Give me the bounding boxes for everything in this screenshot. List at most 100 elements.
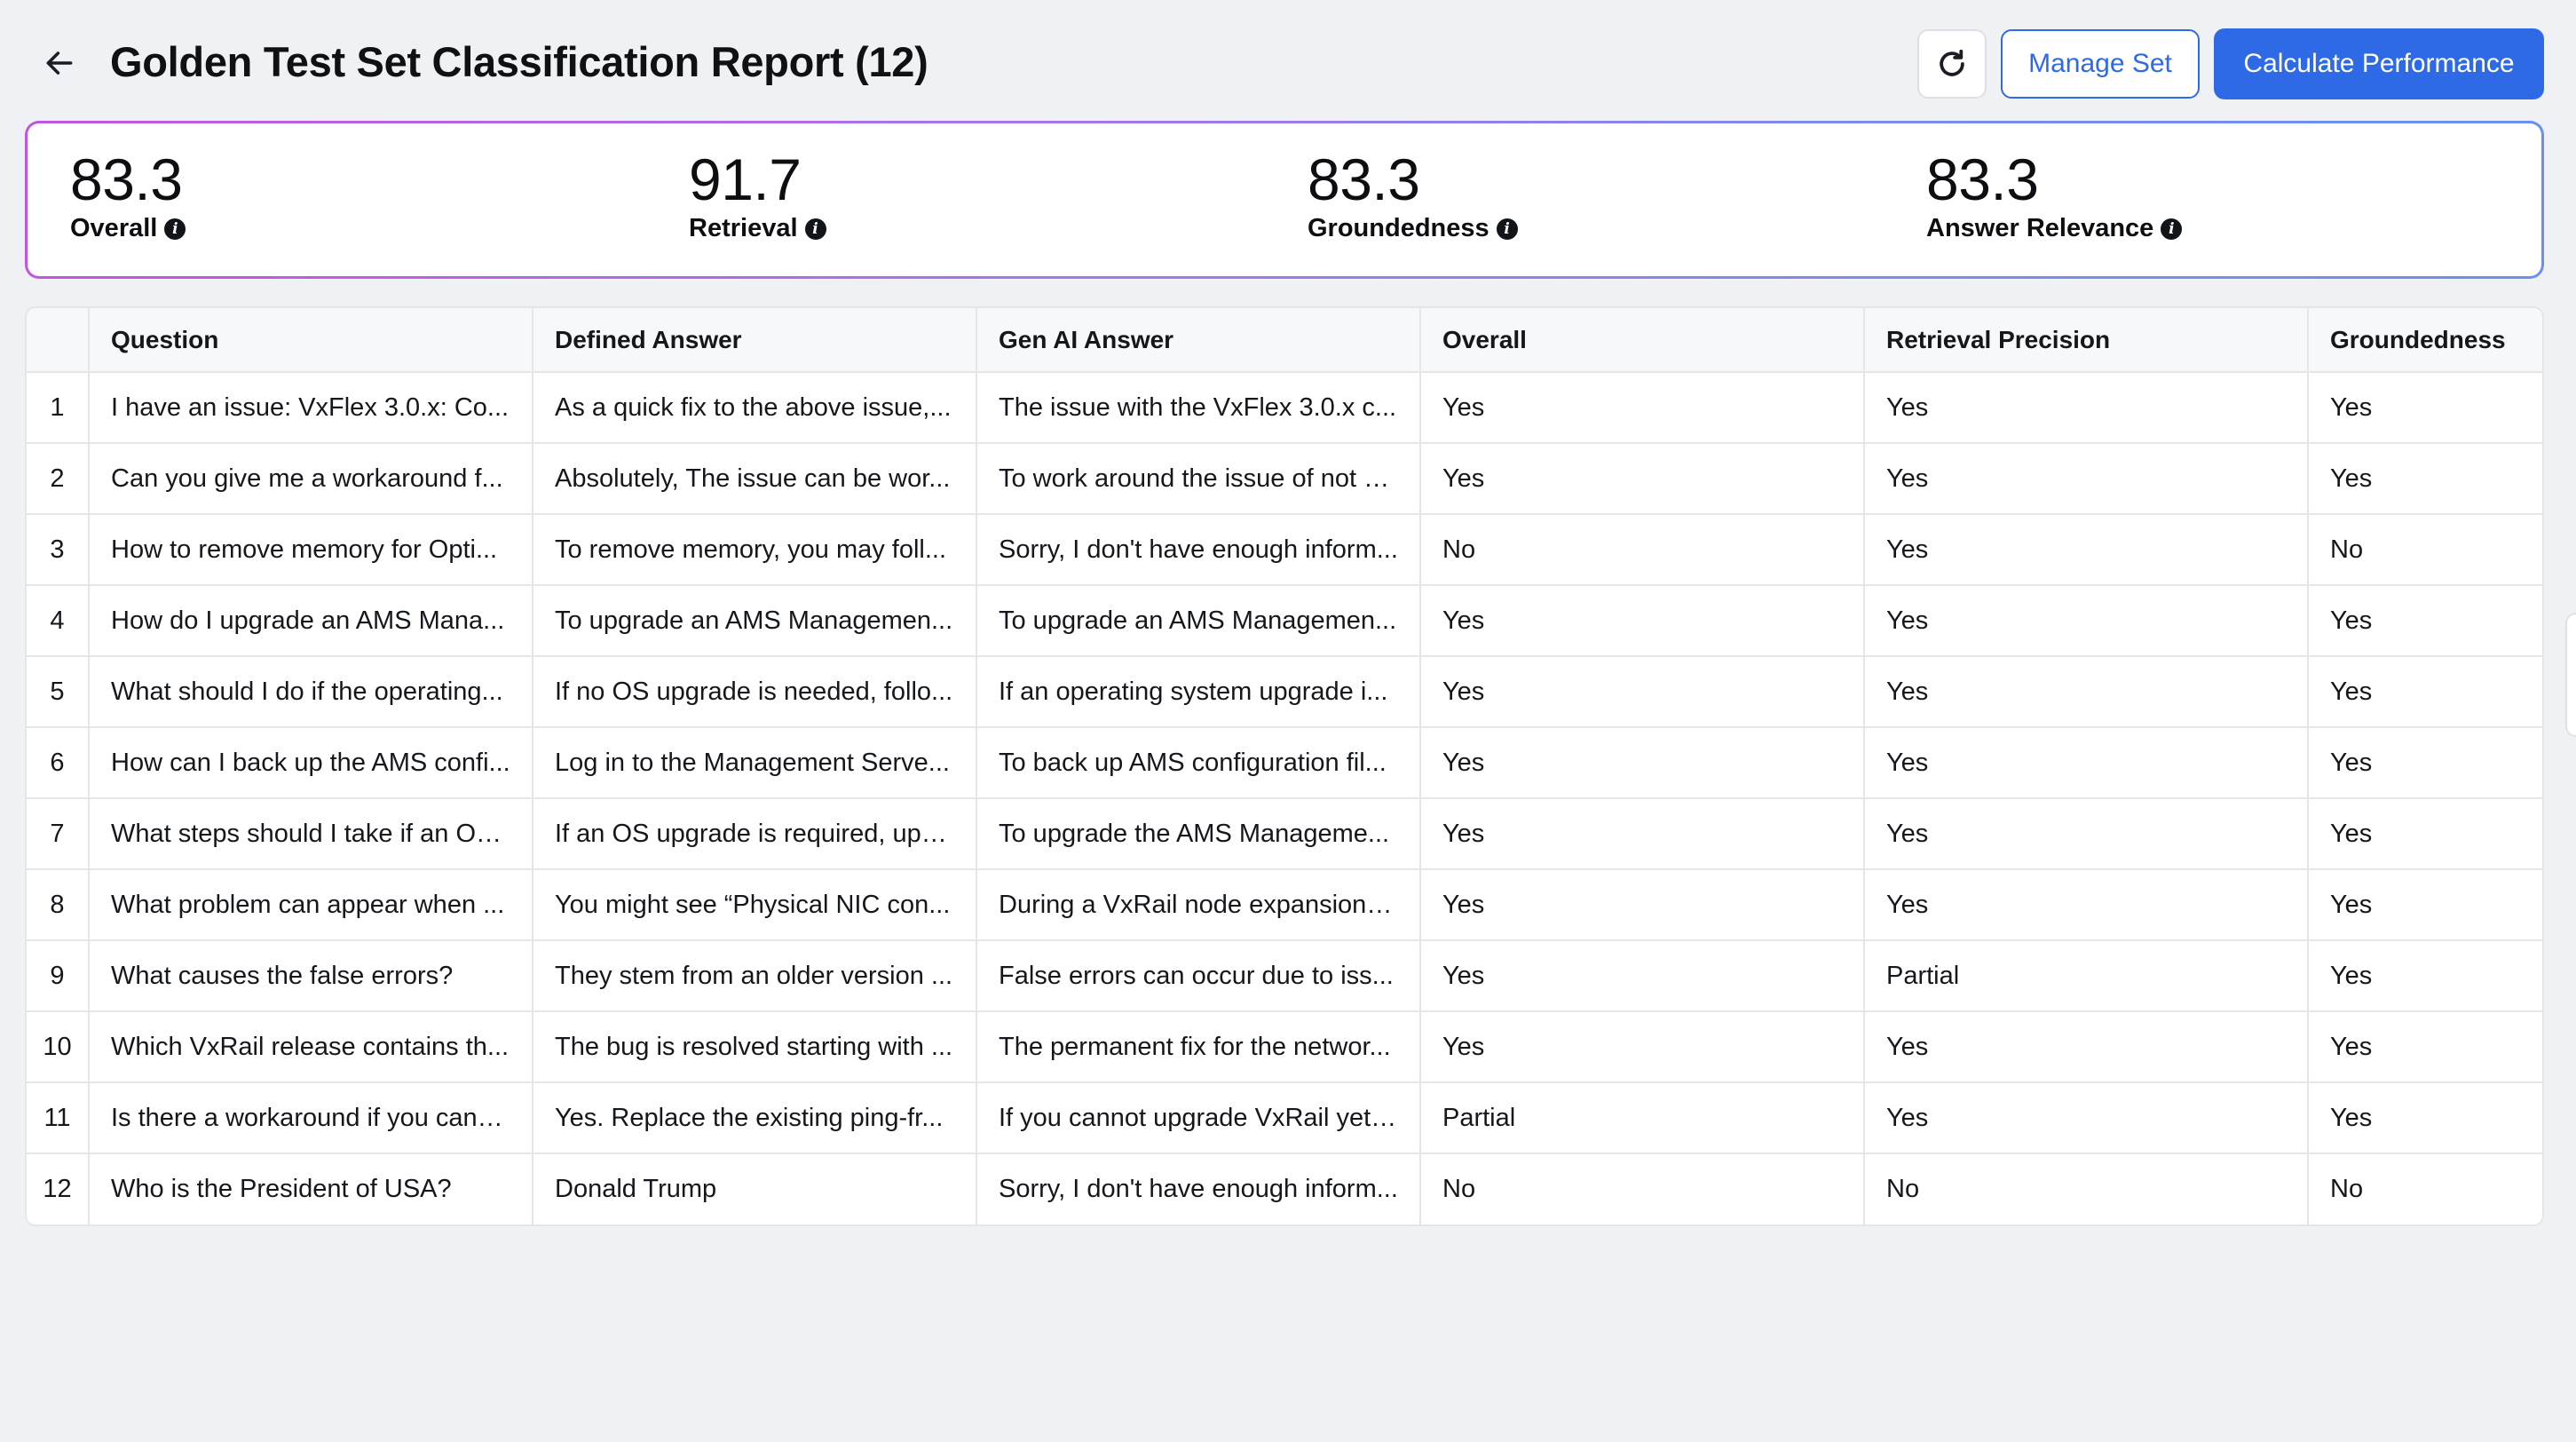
cell-groundedness: Yes xyxy=(2308,727,2542,799)
metric-label: Retrieval xyxy=(689,214,798,242)
metric-answer-relevance: 83.3 Answer Relevance i xyxy=(1926,147,2183,243)
cell-retrieval-precision: Yes xyxy=(1864,798,2309,870)
table-header-row: Question Defined Answer Gen AI Answer Overa… xyxy=(27,308,2542,373)
metric-overall: 83.3 Overall i xyxy=(70,150,186,243)
cell-index: 4 xyxy=(27,585,90,657)
cell-question: How can I back up the AMS confi... xyxy=(89,727,533,799)
cell-question: Is there a workaround if you cann... xyxy=(89,1082,533,1154)
cell-overall: Yes xyxy=(1420,443,1865,515)
cell-retrieval-precision: Yes xyxy=(1864,1082,2309,1154)
metric-retrieval: 91.7 Retrieval i xyxy=(689,150,826,243)
cell-retrieval-precision: Yes xyxy=(1864,372,2309,444)
cell-index: 2 xyxy=(27,443,90,515)
cell-defined-answer: To remove memory, you may foll... xyxy=(533,514,977,586)
column-header-groundedness[interactable]: Groundedness xyxy=(2308,308,2542,373)
metric-label-row: Overall i xyxy=(70,214,186,243)
cell-groundedness: Yes xyxy=(2308,869,2542,941)
cell-groundedness: Yes xyxy=(2308,656,2542,728)
info-icon[interactable]: i xyxy=(1496,218,1518,240)
table-row[interactable]: 12 Who is the President of USA? Donald Tru… xyxy=(27,1153,2542,1224)
table-row[interactable]: 8 What problem can appear when ... You mig… xyxy=(27,869,2542,941)
cell-retrieval-precision: Yes xyxy=(1864,443,2309,515)
metric-value: 91.7 xyxy=(689,147,802,212)
results-table-container: Question Defined Answer Gen AI Answer Overa… xyxy=(25,306,2544,1226)
cell-gen-ai-answer: To upgrade the AMS Manageme... xyxy=(976,798,1421,870)
column-header-index xyxy=(27,308,90,373)
cell-question: Who is the President of USA? xyxy=(89,1153,533,1224)
metric-groundedness: 83.3 Groundedness i xyxy=(1308,150,1518,243)
table-row[interactable]: 11 Is there a workaround if you cann... Ye… xyxy=(27,1082,2542,1154)
column-header-retrieval-precision[interactable]: Retrieval Precision xyxy=(1864,308,2309,373)
arrow-left-icon xyxy=(46,52,73,75)
cell-defined-answer: The bug is resolved starting with ... xyxy=(533,1011,977,1083)
cell-gen-ai-answer: If you cannot upgrade VxRail yet,... xyxy=(976,1082,1421,1154)
cell-index: 9 xyxy=(27,940,90,1012)
page-title: Golden Test Set Classification Report (1… xyxy=(110,38,928,85)
cell-groundedness: Yes xyxy=(2308,1011,2542,1083)
info-icon[interactable]: i xyxy=(2161,218,2183,240)
refresh-button[interactable] xyxy=(1917,29,1987,99)
side-panel-handle[interactable] xyxy=(2565,613,2576,737)
metric-label-row: Groundedness i xyxy=(1308,214,1518,243)
cell-index: 3 xyxy=(27,514,90,586)
table-row[interactable]: 3 How to remove memory for Opti... To remo… xyxy=(27,514,2542,586)
metric-value: 83.3 xyxy=(70,147,183,212)
cell-overall: Yes xyxy=(1420,798,1865,870)
metric-value: 83.3 xyxy=(1926,147,2039,212)
table-row[interactable]: 7 What steps should I take if an OS... If … xyxy=(27,798,2542,870)
refresh-icon xyxy=(1940,49,1964,76)
info-icon[interactable]: i xyxy=(804,218,826,240)
cell-defined-answer: Log in to the Management Serve... xyxy=(533,727,977,799)
metric-label: Overall xyxy=(70,214,158,242)
table-row[interactable]: 4 How do I upgrade an AMS Mana... To upgra… xyxy=(27,585,2542,657)
cell-groundedness: Yes xyxy=(2308,798,2542,870)
column-header-question[interactable]: Question xyxy=(89,308,533,373)
cell-overall: No xyxy=(1420,514,1865,586)
cell-retrieval-precision: Yes xyxy=(1864,727,2309,799)
cell-question: How do I upgrade an AMS Mana... xyxy=(89,585,533,657)
cell-index: 7 xyxy=(27,798,90,870)
column-header-overall[interactable]: Overall xyxy=(1420,308,1865,373)
info-icon[interactable]: i xyxy=(164,218,186,240)
table-row[interactable]: 2 Can you give me a workaround f... Absolu… xyxy=(27,443,2542,515)
cell-gen-ai-answer: The permanent fix for the networ... xyxy=(976,1011,1421,1083)
cell-gen-ai-answer: During a VxRail node expansion, ... xyxy=(976,869,1421,941)
cell-index: 12 xyxy=(27,1153,90,1224)
cell-overall: Yes xyxy=(1420,940,1865,1012)
column-header-gen-ai-answer[interactable]: Gen AI Answer xyxy=(976,308,1421,373)
cell-gen-ai-answer: Sorry, I don't have enough inform... xyxy=(976,514,1421,586)
cell-groundedness: Yes xyxy=(2308,372,2542,444)
calculate-performance-button[interactable]: Calculate Performance xyxy=(2214,28,2544,99)
cell-defined-answer: If an OS upgrade is required, upg... xyxy=(533,798,977,870)
cell-question: What steps should I take if an OS... xyxy=(89,798,533,870)
cell-groundedness: Yes xyxy=(2308,443,2542,515)
cell-retrieval-precision: Partial xyxy=(1864,940,2309,1012)
cell-question: I have an issue: VxFlex 3.0.x: Co... xyxy=(89,372,533,444)
table-row[interactable]: 10 Which VxRail release contains th... The… xyxy=(27,1011,2542,1083)
cell-gen-ai-answer: To work around the issue of not a... xyxy=(976,443,1421,515)
cell-retrieval-precision: Yes xyxy=(1864,869,2309,941)
table-row[interactable]: 9 What causes the false errors? They stem … xyxy=(27,940,2542,1012)
cell-defined-answer: Yes. Replace the existing ping-fr... xyxy=(533,1082,977,1154)
table-row[interactable]: 5 What should I do if the operating... If … xyxy=(27,656,2542,728)
back-button[interactable] xyxy=(39,43,80,83)
table-row[interactable]: 6 How can I back up the AMS confi... Log i… xyxy=(27,727,2542,799)
cell-gen-ai-answer: The issue with the VxFlex 3.0.x c... xyxy=(976,372,1421,444)
manage-set-button[interactable]: Manage Set xyxy=(2001,29,2200,99)
cell-defined-answer: Donald Trump xyxy=(533,1153,977,1224)
cell-retrieval-precision: Yes xyxy=(1864,656,2309,728)
cell-overall: Partial xyxy=(1420,1082,1865,1154)
cell-groundedness: Yes xyxy=(2308,1082,2542,1154)
cell-retrieval-precision: Yes xyxy=(1864,585,2309,657)
cell-retrieval-precision: Yes xyxy=(1864,1011,2309,1083)
metrics-summary-inner: 83.3 Overall i 91.7 Retrieval i 83.3 Gro… xyxy=(28,123,2541,276)
cell-gen-ai-answer: False errors can occur due to iss... xyxy=(976,940,1421,1012)
cell-question: Can you give me a workaround f... xyxy=(89,443,533,515)
column-header-defined-answer[interactable]: Defined Answer xyxy=(533,308,977,373)
cell-index: 10 xyxy=(27,1011,90,1083)
cell-defined-answer: If no OS upgrade is needed, follo... xyxy=(533,656,977,728)
cell-gen-ai-answer: To upgrade an AMS Managemen... xyxy=(976,585,1421,657)
cell-defined-answer: They stem from an older version ... xyxy=(533,940,977,1012)
page-header: Golden Test Set Classification Report (1… xyxy=(0,0,2576,120)
